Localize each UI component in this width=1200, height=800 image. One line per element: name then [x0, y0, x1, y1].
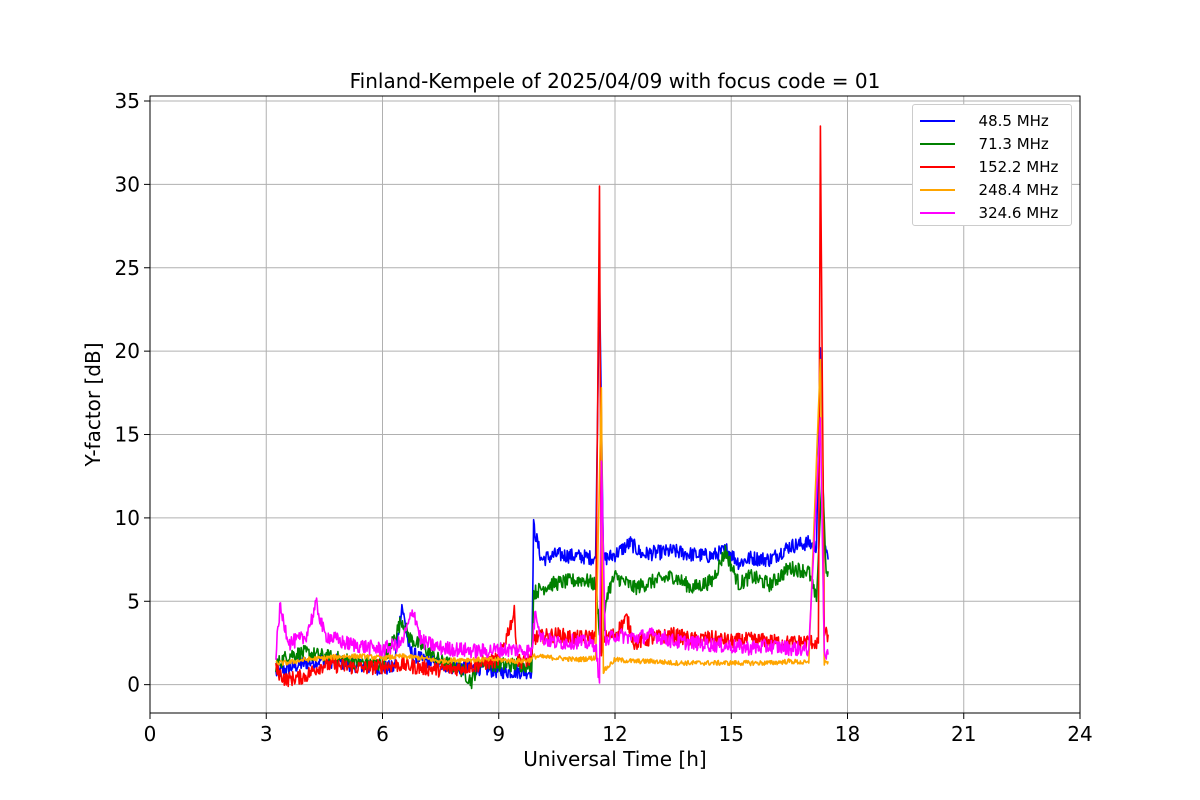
- y-tick-label: 30: [115, 172, 140, 196]
- legend-item: 48.5 MHz: [913, 109, 1071, 132]
- x-tick-label: 15: [719, 722, 744, 746]
- y-ticks: 0 5 10 15 20 25 30 35: [115, 89, 150, 697]
- y-axis-label: Y-factor [dB]: [81, 342, 105, 467]
- legend-swatch: [920, 165, 955, 168]
- x-axis-label: Universal Time [h]: [523, 747, 706, 771]
- legend-item: 152.2 MHz: [913, 155, 1071, 178]
- x-tick-label: 6: [376, 722, 389, 746]
- y-tick-label: 5: [127, 589, 140, 613]
- y-tick-label: 20: [115, 339, 140, 363]
- y-tick-label: 15: [115, 423, 140, 447]
- legend: 48.5 MHz 71.3 MHz 152.2 MHz 248.4 MHz 32…: [912, 104, 1072, 226]
- x-tick-label: 0: [144, 722, 157, 746]
- legend-label: 248.4 MHz: [969, 180, 1059, 199]
- x-ticks: 0 3 6 9 12 15 18 21 24: [144, 713, 1093, 746]
- x-tick-label: 18: [835, 722, 860, 746]
- legend-swatch: [920, 142, 955, 145]
- grid: [149, 96, 1081, 713]
- x-tick-label: 9: [492, 722, 505, 746]
- legend-label: 71.3 MHz: [969, 134, 1049, 153]
- legend-item: 324.6 MHz: [913, 201, 1071, 224]
- x-tick-label: 3: [260, 722, 273, 746]
- legend-label: 152.2 MHz: [969, 157, 1059, 176]
- y-tick-label: 35: [115, 89, 140, 113]
- series-lines: [275, 125, 829, 690]
- y-tick-label: 10: [115, 506, 140, 530]
- x-tick-label: 12: [602, 722, 627, 746]
- legend-swatch: [920, 188, 955, 191]
- x-tick-label: 21: [951, 722, 976, 746]
- x-tick-label: 24: [1067, 722, 1092, 746]
- series-line: [275, 358, 829, 675]
- y-tick-label: 0: [127, 673, 140, 697]
- legend-swatch: [920, 119, 955, 122]
- y-tick-label: 25: [115, 256, 140, 280]
- chart-title: Finland-Kempele of 2025/04/09 with focus…: [350, 69, 881, 93]
- series-line: [275, 125, 829, 688]
- legend-label: 324.6 MHz: [969, 203, 1059, 222]
- legend-item: 71.3 MHz: [913, 132, 1071, 155]
- legend-swatch: [920, 211, 955, 214]
- series-line: [275, 275, 829, 680]
- legend-label: 48.5 MHz: [969, 111, 1049, 130]
- legend-item: 248.4 MHz: [913, 178, 1071, 201]
- series-line: [275, 417, 829, 684]
